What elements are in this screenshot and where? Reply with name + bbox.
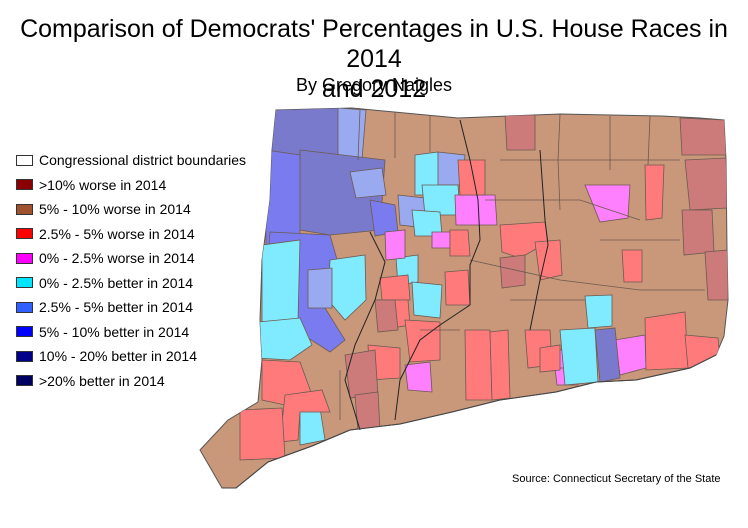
town-mag-2 <box>384 229 406 261</box>
legend-label: 2.5% - 5% worse in 2014 <box>39 225 195 242</box>
town-se-blue-1 <box>594 327 621 383</box>
legend-item: 10% - 20% better in 2014 <box>16 344 246 369</box>
legend-item: 0% - 2.5% better in 2014 <box>16 271 246 296</box>
town-se-cyan-2 <box>584 294 613 329</box>
legend-swatch <box>16 301 33 313</box>
town-red-3 <box>499 221 549 259</box>
legend-label: 5% - 10% better in 2014 <box>39 323 190 340</box>
town-red-6 <box>621 249 643 283</box>
legend-swatch <box>16 203 33 215</box>
legend-label: >20% better in 2014 <box>39 372 165 389</box>
town-red-2 <box>449 229 471 257</box>
town-nc-cyan-3 <box>421 184 461 216</box>
source-note: Source: Connecticut Secretary of the Sta… <box>512 473 721 485</box>
legend-item: 5% - 10% better in 2014 <box>16 320 246 345</box>
legend-swatch <box>16 228 33 240</box>
legend-label: 10% - 20% better in 2014 <box>39 348 197 365</box>
legend-swatch <box>16 277 33 289</box>
town-rose-3 <box>684 157 728 211</box>
legend-item: 0% - 2.5% worse in 2014 <box>16 246 246 271</box>
legend-swatch <box>16 154 33 166</box>
legend-label: 2.5% - 5% better in 2014 <box>39 299 194 316</box>
town-nw-6 <box>369 199 399 237</box>
legend-item: Congressional district boundaries <box>16 148 246 173</box>
town-rose-5 <box>704 249 728 301</box>
map-subtitle: By Gregory Naigles <box>295 75 453 95</box>
town-w-cyan-7 <box>299 407 326 446</box>
district-boundary-4 <box>394 304 471 421</box>
town-rose-7 <box>374 299 399 333</box>
legend-swatch <box>16 252 33 264</box>
legend-item: 5% - 10% worse in 2014 <box>16 197 246 222</box>
legend-item: >10% worse in 2014 <box>16 173 246 198</box>
town-mag-3 <box>431 231 451 249</box>
town-mag-5 <box>404 361 433 393</box>
town-rose-4 <box>681 209 715 256</box>
town-rose-2 <box>679 117 727 156</box>
town-mag-8 <box>614 334 647 376</box>
town-nw-7 <box>349 167 387 199</box>
legend-item: >20% better in 2014 <box>16 369 246 394</box>
town-red-1 <box>457 159 486 196</box>
town-mag-1 <box>454 194 498 226</box>
town-w-cyan-4 <box>307 267 333 309</box>
town-rose-6 <box>499 254 526 289</box>
town-w-cyan-6 <box>411 281 443 319</box>
legend-label: 5% - 10% worse in 2014 <box>39 201 191 218</box>
district-boundary-1 <box>459 119 481 305</box>
map-title-line2: and 2012 <box>321 75 427 103</box>
town-se-cyan-1 <box>559 327 599 386</box>
legend-swatch <box>16 350 33 362</box>
town-red-5 <box>644 164 665 221</box>
legend-swatch <box>16 179 33 191</box>
legend-label: 0% - 2.5% worse in 2014 <box>39 250 195 267</box>
district-boundary-3 <box>344 231 386 431</box>
town-red-15 <box>644 311 689 371</box>
town-nw-2 <box>337 108 367 161</box>
town-red-8 <box>379 274 411 301</box>
town-w-cyan-1 <box>261 239 301 323</box>
legend-swatch <box>16 375 33 387</box>
legend-swatch <box>16 326 33 338</box>
town-red-16 <box>684 334 721 369</box>
district-boundary-2 <box>529 149 549 331</box>
town-red-14 <box>539 344 561 373</box>
legend-label: Congressional district boundaries <box>39 152 246 169</box>
legend: Congressional district boundaries >10% wo… <box>16 148 246 393</box>
town-red-10 <box>404 319 441 363</box>
town-red-19 <box>239 407 286 461</box>
town-rose-1 <box>504 114 536 151</box>
town-red-11 <box>464 329 493 401</box>
town-red-4 <box>534 239 563 281</box>
town-rose-8 <box>344 349 379 399</box>
legend-label: >10% worse in 2014 <box>39 176 167 193</box>
legend-item: 2.5% - 5% better in 2014 <box>16 295 246 320</box>
town-red-7 <box>444 269 471 306</box>
legend-label: 0% - 2.5% better in 2014 <box>39 274 194 291</box>
map-title-line1: Comparison of Democrats' Percentages in … <box>20 15 728 73</box>
map-title: Comparison of Democrats' Percentages in … <box>0 14 748 104</box>
town-red-12 <box>489 329 511 401</box>
legend-item: 2.5% - 5% worse in 2014 <box>16 222 246 247</box>
